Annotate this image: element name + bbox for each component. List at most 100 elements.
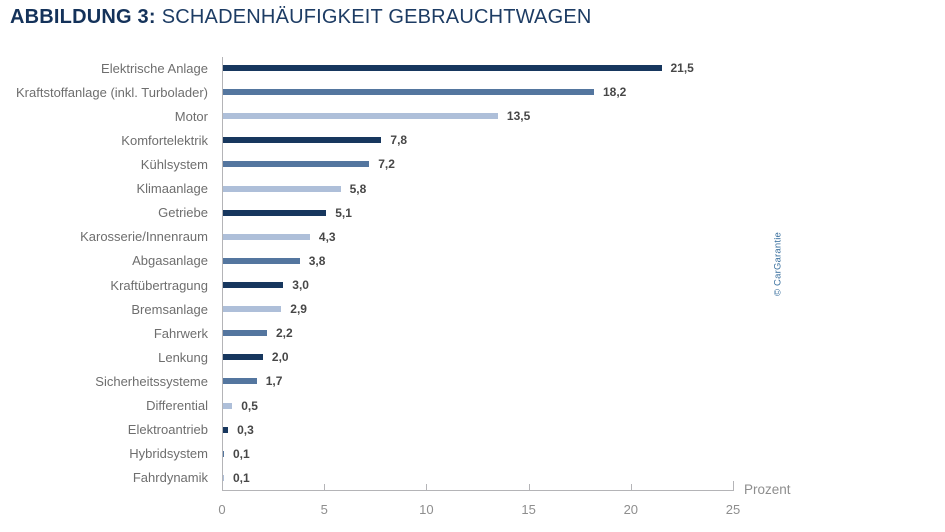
bar-value-label: 0,5 (241, 398, 258, 413)
bar (222, 306, 282, 313)
category-label: Karosserie/Innenraum (80, 229, 208, 245)
category-label: Fahrdynamik (132, 470, 208, 486)
chart-row: Klimaanlage 5,8 (0, 177, 840, 201)
x-tick-mark (528, 484, 530, 490)
copyright-credit: © CarGarantie (772, 232, 784, 296)
category-label: Kraftübertragung (110, 277, 208, 293)
category-label: Fahrwerk (153, 325, 208, 341)
bar-value-label: 3,0 (292, 278, 309, 293)
bar (222, 474, 224, 481)
chart-row: Elektrische Anlage 21,5 (0, 56, 840, 80)
category-label: Abgasanlage (132, 253, 208, 269)
category-label: Komfortelektrik (121, 132, 208, 148)
chart-row: Motor 13,5 (0, 104, 840, 128)
bar-value-label: 7,8 (390, 133, 408, 148)
bar-track: 0,1 (222, 447, 840, 461)
chart-row: Komfortelektrik 7,8 (0, 128, 840, 152)
bar-track: 0,5 (222, 399, 840, 413)
bar-value-label: 3,8 (308, 253, 326, 268)
bar-track: 4,3 (222, 230, 840, 244)
chart-row: Fahrdynamik 0,1 (0, 466, 840, 490)
chart-row: Karosserie/Innenraum 4,3 (0, 225, 840, 249)
bar-track: 3,0 (222, 278, 840, 292)
bar-track: 7,2 (222, 157, 840, 171)
bar-rows: Elektrische Anlage 21,5 Kraftstoffanlage (… (0, 56, 840, 490)
x-axis-line (222, 490, 734, 491)
bar-track: 0,3 (222, 423, 840, 437)
chart-row: Kraftstoffanlage (inkl. Turbolader) 18,2 (0, 80, 840, 104)
chart-title-text: SCHADENHÄUFIGKEIT GEBRAUCHTWAGEN (161, 6, 592, 28)
category-label: Klimaanlage (136, 181, 208, 197)
x-tick-label: 20 (623, 502, 639, 517)
bar (222, 354, 263, 361)
chart-row: Fahrwerk 2,2 (0, 321, 840, 345)
bar-value-label: 21,5 (670, 61, 694, 76)
x-tick-mark (426, 484, 428, 490)
x-tick-label: 10 (419, 502, 434, 517)
bar (222, 137, 382, 144)
bar-value-label: 2,9 (290, 302, 307, 317)
chart-row: Getriebe 5,1 (0, 201, 840, 225)
x-tick-label: 15 (521, 502, 536, 517)
chart-row: Kraftübertragung 3,0 (0, 273, 840, 297)
category-label: Motor (174, 108, 208, 124)
category-label: Getriebe (158, 205, 208, 221)
bar-track: 2,9 (222, 302, 840, 316)
bar-track: 7,8 (222, 133, 840, 147)
x-tick-mark (324, 484, 326, 490)
bar-track: 1,7 (222, 374, 840, 388)
bar-value-label: 5,8 (349, 181, 367, 196)
chart-row: Lenkung 2,0 (0, 345, 840, 369)
bar-value-label: 2,0 (271, 350, 289, 365)
bar-value-label: 5,1 (335, 205, 352, 220)
bar (222, 233, 310, 240)
bar-track: 13,5 (222, 109, 840, 123)
bar (222, 330, 267, 337)
category-label: Differential (146, 398, 208, 414)
category-label: Sicherheitssysteme (95, 373, 208, 389)
chart-row: Abgasanlage 3,8 (0, 249, 840, 273)
chart-row: Hybridsystem 0,1 (0, 442, 840, 466)
bar (222, 161, 370, 168)
bar (222, 426, 229, 433)
category-label: Kühlsystem (140, 156, 208, 172)
bar (222, 282, 284, 289)
chart-row: Differential 0,5 (0, 394, 840, 418)
bar-value-label: 4,3 (318, 229, 336, 244)
category-label: Elektrische Anlage (101, 60, 208, 76)
bar-track: 18,2 (222, 85, 840, 99)
x-tick-mark (630, 484, 632, 490)
bar-track: 5,1 (222, 206, 840, 220)
y-axis-line (222, 57, 223, 490)
bar-track: 21,5 (222, 61, 840, 75)
bar (222, 402, 233, 409)
bar (222, 185, 341, 192)
bar-value-label: 7,2 (378, 157, 395, 172)
bar (222, 113, 498, 120)
x-tick-label: 5 (320, 502, 328, 517)
chart-row: Kühlsystem 7,2 (0, 152, 840, 176)
category-label: Bremsanlage (131, 301, 208, 317)
bar-value-label: 1,7 (265, 374, 283, 389)
chart-row: Elektroantrieb 0,3 (0, 418, 840, 442)
x-axis-label: Prozent (744, 482, 791, 497)
bar-value-label: 18,2 (603, 85, 627, 100)
chart-row: Bremsanlage 2,9 (0, 297, 840, 321)
bar (222, 378, 257, 385)
category-label: Kraftstoffanlage (inkl. Turbolader) (16, 84, 208, 100)
category-label: Elektroantrieb (127, 422, 208, 438)
bar (222, 209, 327, 216)
bar-value-label: 13,5 (506, 109, 531, 124)
bar (222, 450, 224, 457)
category-label: Lenkung (158, 349, 208, 365)
x-tick-mark (733, 481, 734, 490)
chart-title-prefix: ABBILDUNG 3: (10, 6, 156, 28)
bar-value-label: 0,3 (237, 422, 254, 437)
chart-row: Sicherheitssysteme 1,7 (0, 369, 840, 393)
chart-title: ABBILDUNG 3: SCHADENHÄUFIGKEIT GEBRAUCHTW… (10, 6, 592, 29)
bar-track: 2,0 (222, 350, 840, 364)
category-label: Hybridsystem (129, 446, 208, 462)
x-tick-label: 25 (725, 502, 741, 517)
bar (222, 257, 300, 264)
bar (222, 65, 662, 72)
